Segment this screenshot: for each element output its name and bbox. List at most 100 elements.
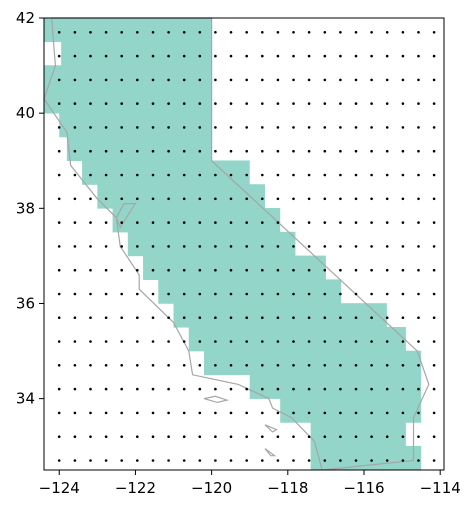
grid-point <box>136 149 139 153</box>
grid-point <box>89 102 92 105</box>
grid-point <box>198 316 202 320</box>
grid-point <box>307 221 311 224</box>
grid-point <box>198 31 202 34</box>
grid-point <box>307 102 311 105</box>
grid-point <box>432 78 436 82</box>
grid-point <box>339 459 342 462</box>
grid-point <box>167 411 170 415</box>
grid-point <box>401 221 405 224</box>
grid-point <box>276 173 280 177</box>
grid-point <box>120 459 123 462</box>
grid-point <box>292 245 295 248</box>
grid-point <box>245 102 248 105</box>
grid-point <box>136 78 139 82</box>
grid-point <box>370 268 373 272</box>
masked-cell-row <box>97 184 265 209</box>
grid-point <box>136 316 139 320</box>
y-tick-label: 36 <box>16 294 35 312</box>
grid-point <box>354 78 358 82</box>
grid-point <box>432 102 436 105</box>
grid-point <box>104 292 108 296</box>
grid-point <box>385 316 389 320</box>
grid-point <box>307 197 311 201</box>
grid-point <box>120 78 123 82</box>
grid-point <box>401 411 405 415</box>
grid-point <box>339 316 342 320</box>
grid-point <box>307 340 311 343</box>
grid-point <box>261 245 264 248</box>
x-tick-label: −124 <box>39 479 80 497</box>
grid-point <box>401 268 405 272</box>
grid-point <box>57 435 61 439</box>
grid-point <box>370 126 373 129</box>
grid-point <box>370 149 373 153</box>
grid-point <box>182 411 186 415</box>
grid-point <box>120 435 123 439</box>
masked-cell-row <box>280 398 422 423</box>
grid-point <box>120 340 123 343</box>
grid-point <box>292 459 295 462</box>
grid-point <box>292 173 295 177</box>
grid-point <box>245 435 248 439</box>
y-tick-label: 34 <box>16 390 35 408</box>
grid-point <box>89 364 92 367</box>
grid-point <box>89 221 92 224</box>
grid-point <box>182 268 186 272</box>
grid-point <box>292 364 295 367</box>
grid-point <box>182 387 186 391</box>
grid-point <box>73 102 77 105</box>
bay-outline <box>115 203 137 229</box>
grid-point <box>57 126 61 129</box>
grid-point <box>245 31 248 34</box>
grid-point <box>245 364 248 367</box>
grid-point <box>198 102 202 105</box>
grid-point <box>261 102 264 105</box>
x-tick-label: −118 <box>267 479 308 497</box>
grid-point <box>182 221 186 224</box>
island-outline <box>264 424 278 433</box>
grid-point <box>89 197 92 201</box>
grid-point <box>385 340 389 343</box>
grid-point <box>417 78 420 82</box>
grid-point <box>401 435 405 439</box>
grid-point <box>151 364 155 367</box>
grid-point <box>261 197 264 201</box>
grid-point <box>104 54 108 58</box>
grid-point <box>136 292 139 296</box>
grid-point <box>182 316 186 320</box>
grid-point <box>167 387 170 391</box>
grid-point <box>307 245 311 248</box>
grid-point <box>432 54 436 58</box>
grid-point <box>339 54 342 58</box>
grid-point <box>401 126 405 129</box>
masked-cell-row <box>66 136 212 162</box>
grid-point <box>276 221 280 224</box>
grid-point <box>182 54 186 58</box>
grid-point <box>339 245 342 248</box>
grid-point <box>182 78 186 82</box>
grid-point <box>292 316 295 320</box>
grid-point <box>323 149 327 153</box>
grid-point <box>339 126 342 129</box>
grid-point <box>385 197 389 201</box>
grid-point <box>73 149 77 153</box>
grid-point <box>198 411 202 415</box>
grid-point <box>432 245 436 248</box>
grid-point <box>323 459 327 462</box>
grid-point <box>151 292 155 296</box>
masked-region <box>44 17 422 471</box>
grid-point <box>354 126 358 129</box>
grid-point <box>276 364 280 367</box>
grid-point <box>57 292 61 296</box>
grid-point <box>417 149 420 153</box>
grid-point <box>401 292 405 296</box>
grid-point <box>104 31 108 34</box>
grid-point <box>136 411 139 415</box>
grid-point <box>104 340 108 343</box>
grid-point <box>354 173 358 177</box>
grid-point <box>261 221 264 224</box>
y-axis: 34 36 38 40 42 <box>16 9 44 408</box>
grid-point <box>167 149 170 153</box>
grid-point <box>323 435 327 439</box>
grid-point <box>417 435 420 439</box>
